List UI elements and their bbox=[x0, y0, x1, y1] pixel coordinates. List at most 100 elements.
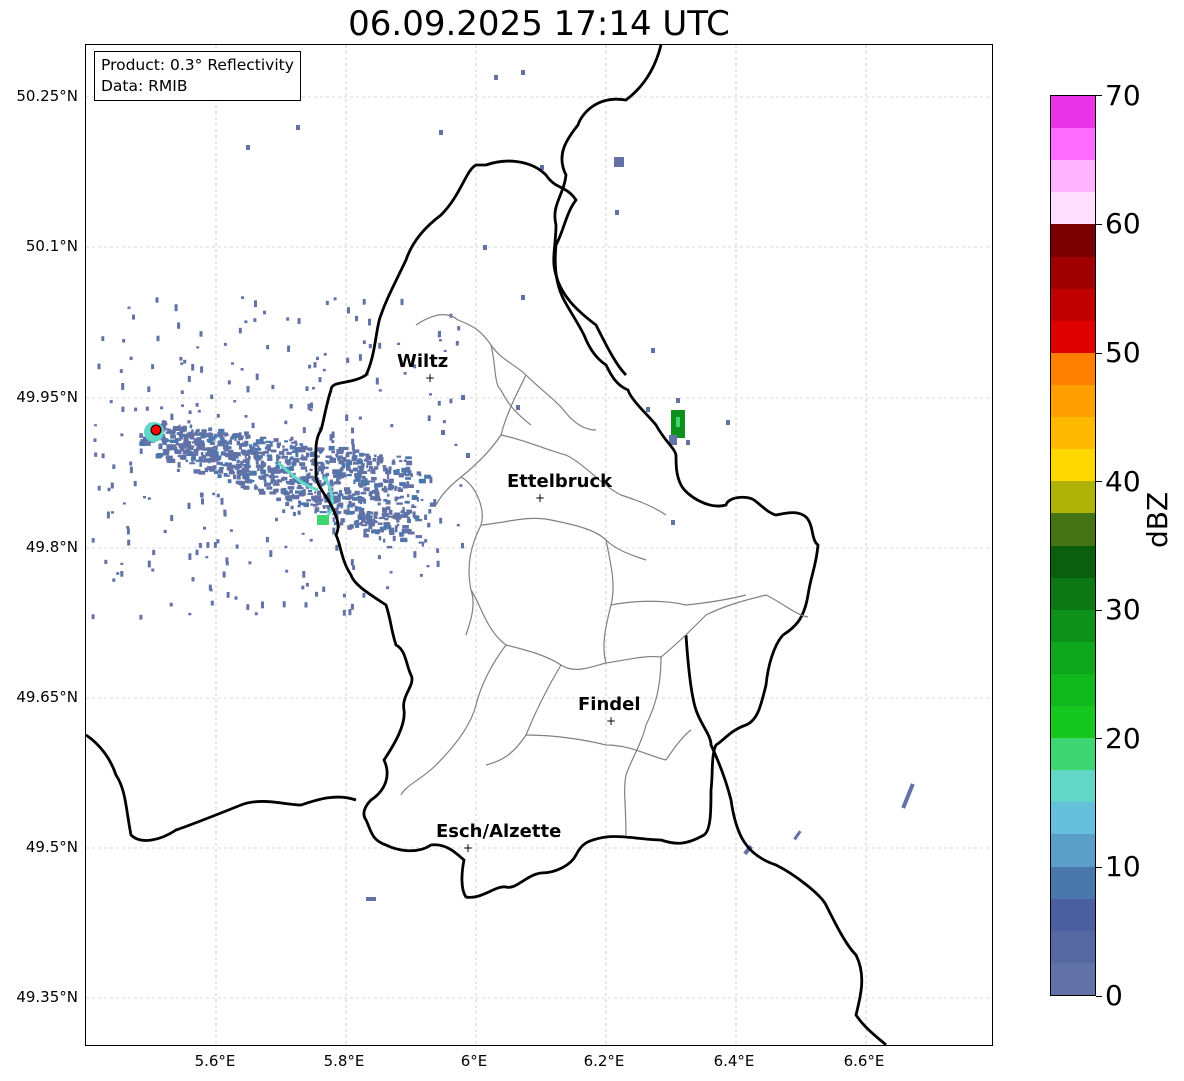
echo-cell bbox=[304, 602, 308, 608]
echo-cell bbox=[342, 495, 347, 500]
colorbar-segment bbox=[1051, 769, 1095, 803]
echo-cell bbox=[145, 406, 149, 411]
echo-cell bbox=[406, 494, 410, 498]
echo-cell bbox=[646, 407, 650, 412]
echo-cell bbox=[378, 536, 382, 541]
echo-cell bbox=[335, 453, 339, 457]
echo-cell bbox=[197, 445, 204, 450]
echo-cell bbox=[319, 451, 322, 454]
echo-cell bbox=[322, 368, 326, 372]
echo-cell bbox=[273, 479, 276, 483]
echo-cell bbox=[170, 435, 173, 439]
echo-cell bbox=[91, 614, 95, 620]
echo-cell bbox=[235, 480, 242, 485]
echo-cell bbox=[362, 480, 370, 486]
echo-cell bbox=[284, 459, 287, 464]
echo-cell bbox=[275, 469, 281, 472]
echo-cell bbox=[177, 462, 181, 468]
echo-cell bbox=[253, 454, 259, 459]
echo-cell bbox=[282, 509, 286, 514]
echo-cell bbox=[357, 470, 363, 475]
echo-cell bbox=[179, 444, 185, 449]
echo-cell bbox=[231, 464, 236, 469]
echo-cell bbox=[384, 518, 389, 521]
echo-cell bbox=[399, 495, 404, 499]
echo-cell bbox=[420, 498, 424, 501]
echo-cell bbox=[343, 509, 350, 514]
echo-cell bbox=[259, 477, 267, 480]
echo-cell bbox=[260, 469, 267, 475]
echo-cell bbox=[206, 467, 209, 472]
colorbar-tick bbox=[1096, 995, 1102, 997]
echo-cell bbox=[399, 532, 405, 535]
echo-cell bbox=[246, 145, 250, 150]
echo-cell bbox=[358, 354, 362, 361]
echo-cell bbox=[235, 544, 239, 549]
canton-border-5 bbox=[480, 517, 647, 561]
echo-strong-cell-core bbox=[676, 417, 680, 427]
echo-cell bbox=[671, 520, 675, 525]
echo-cell bbox=[383, 467, 388, 472]
echo-cell bbox=[404, 473, 410, 477]
echo-cell bbox=[270, 476, 275, 480]
colorbar-segment bbox=[1051, 512, 1095, 546]
echo-cell bbox=[225, 561, 229, 566]
echo-cell bbox=[244, 478, 251, 484]
echo-cell bbox=[374, 487, 379, 492]
echo-cell bbox=[287, 345, 291, 352]
echo-cell bbox=[312, 387, 315, 390]
echo-cell bbox=[405, 528, 412, 534]
echo-cell bbox=[302, 571, 306, 578]
echo-cell bbox=[397, 496, 401, 499]
echo-cell bbox=[163, 529, 167, 534]
echo-cell bbox=[399, 533, 404, 537]
echo-cell bbox=[279, 451, 285, 455]
canton-border-14 bbox=[665, 729, 692, 761]
echo-cell bbox=[191, 453, 196, 457]
colorbar-tick bbox=[1096, 866, 1102, 868]
echo-cell bbox=[383, 507, 387, 514]
echo-cell bbox=[112, 464, 116, 469]
echo-cell bbox=[162, 453, 166, 456]
echo-cell bbox=[269, 491, 277, 495]
echo-cell bbox=[356, 460, 364, 465]
echo-cell bbox=[93, 424, 97, 427]
echo-cell bbox=[403, 471, 407, 476]
echo-cell bbox=[379, 457, 384, 462]
lon-label-6-4: 6.4°E bbox=[713, 1052, 755, 1070]
echo-cell bbox=[311, 462, 318, 466]
echo-cell bbox=[248, 450, 253, 453]
echo-cell bbox=[379, 526, 386, 530]
echo-cell bbox=[139, 441, 147, 446]
echo-cell bbox=[386, 545, 393, 549]
echo-cell bbox=[364, 478, 368, 482]
echo-cell bbox=[394, 472, 399, 475]
echo-cell bbox=[116, 572, 120, 575]
echo-cell bbox=[372, 518, 376, 526]
echo-cell bbox=[355, 506, 362, 510]
echo-cell bbox=[238, 327, 242, 334]
echo-cell bbox=[195, 549, 199, 556]
radar-map[interactable] bbox=[85, 44, 993, 1046]
echo-cell bbox=[208, 432, 212, 439]
echo-cell bbox=[309, 453, 317, 457]
echo-cell bbox=[151, 364, 155, 370]
echo-cell bbox=[382, 465, 387, 468]
echo-cell bbox=[244, 431, 249, 436]
echo-cell bbox=[211, 456, 216, 461]
echo-cell bbox=[329, 434, 333, 441]
echo-cell bbox=[427, 522, 431, 528]
echo-cell bbox=[307, 472, 311, 475]
echo-cell bbox=[352, 467, 359, 472]
echo-cell bbox=[286, 317, 290, 321]
echo-cell bbox=[329, 481, 334, 487]
echo-cell bbox=[261, 601, 264, 609]
echo-cell bbox=[161, 428, 169, 431]
radar-site-marker bbox=[144, 422, 164, 442]
echo-cell bbox=[351, 502, 355, 505]
echo-cell bbox=[424, 539, 428, 543]
echo-cell bbox=[362, 299, 366, 305]
echo-cell bbox=[210, 394, 214, 400]
echo-cell bbox=[314, 507, 319, 511]
colorbar-tick-label: 60 bbox=[1105, 207, 1141, 241]
